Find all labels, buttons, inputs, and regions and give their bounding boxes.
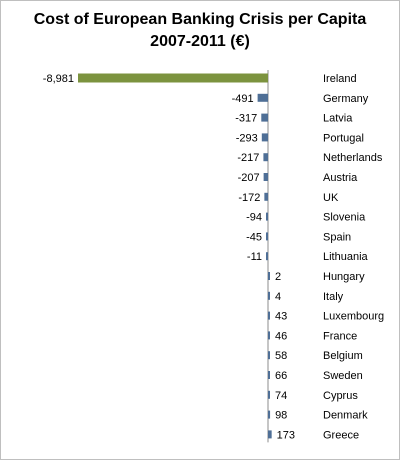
bar-netherlands [263,153,268,162]
value-label-lithuania: -11 [247,251,262,263]
category-label-hungary: Hungary [323,271,365,283]
value-label-luxembourg: 43 [275,311,287,323]
category-label-spain: Spain [323,231,351,243]
category-label-ireland: Ireland [323,73,357,85]
value-label-greece: 173 [277,429,295,441]
value-label-uk: -172 [238,192,260,204]
value-label-latvia: -317 [235,113,257,125]
category-label-germany: Germany [323,93,369,105]
category-label-denmark: Denmark [323,410,368,422]
bar-spain [266,232,268,241]
bar-france [268,331,270,340]
category-label-latvia: Latvia [323,113,353,125]
category-label-cyprus: Cyprus [323,390,358,402]
bar-uk [264,192,268,201]
category-label-lithuania: Lithuania [323,251,369,263]
bar-cyprus [268,390,270,399]
category-label-austria: Austria [323,172,358,184]
bar-greece [268,430,272,439]
bar-slovenia [266,212,268,221]
value-label-denmark: 98 [275,410,287,422]
chart-title-line2: 2007-2011 (€) [150,33,250,50]
value-label-portugal: -293 [236,132,258,144]
value-label-germany: -491 [232,93,254,105]
bar-latvia [261,113,268,122]
bar-germany [257,93,268,102]
bar-italy [268,291,270,300]
bar-hungary [268,272,270,280]
category-label-luxembourg: Luxembourg [323,311,384,323]
value-label-sweden: 66 [275,370,287,382]
value-label-austria: -207 [238,172,260,184]
bar-belgium [268,351,270,360]
category-label-italy: Italy [323,291,344,303]
bar-lithuania [266,252,268,261]
value-label-slovenia: -94 [246,212,262,224]
chart-title: Cost of European Banking Crisis per Capi… [1,9,399,53]
value-label-cyprus: 74 [275,390,287,402]
category-label-portugal: Portugal [323,132,364,144]
value-label-italy: 4 [275,291,281,303]
value-label-hungary: 2 [275,271,281,283]
bar-ireland [78,73,268,83]
value-label-netherlands: -217 [237,152,259,164]
category-label-uk: UK [323,192,339,204]
category-label-netherlands: Netherlands [323,152,383,164]
category-label-greece: Greece [323,429,359,441]
value-label-belgium: 58 [275,350,287,362]
category-label-sweden: Sweden [323,370,363,382]
value-label-ireland: -8,981 [43,73,74,85]
chart-title-line1: Cost of European Banking Crisis per Capi… [33,11,367,28]
value-label-spain: -45 [246,231,262,243]
bar-denmark [268,410,271,419]
value-label-france: 46 [275,330,287,342]
bar-austria [263,173,268,181]
category-label-france: France [323,330,357,342]
category-label-belgium: Belgium [323,350,363,362]
bar-luxembourg [268,311,270,320]
bar-portugal [261,133,268,142]
category-label-slovenia: Slovenia [323,212,366,224]
bar-sweden [268,371,270,379]
